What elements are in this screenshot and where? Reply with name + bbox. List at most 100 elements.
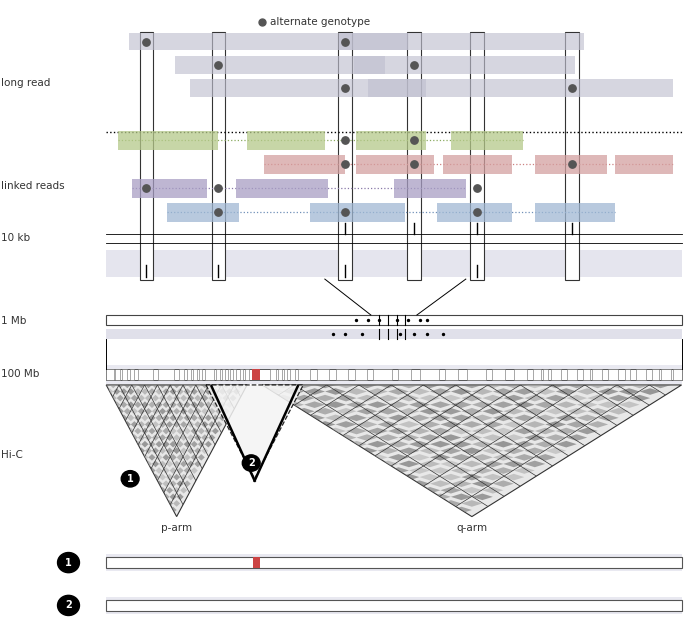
Polygon shape [399, 421, 419, 428]
Polygon shape [229, 382, 236, 388]
Polygon shape [545, 408, 566, 415]
Polygon shape [430, 481, 451, 487]
Polygon shape [556, 415, 577, 421]
Polygon shape [201, 395, 208, 401]
Polygon shape [514, 467, 535, 474]
Polygon shape [180, 447, 187, 454]
Polygon shape [177, 493, 184, 500]
Polygon shape [409, 428, 430, 434]
Polygon shape [187, 382, 195, 388]
Polygon shape [514, 441, 535, 447]
Point [374, 315, 385, 325]
Polygon shape [170, 493, 177, 500]
Point [408, 135, 419, 146]
Polygon shape [535, 428, 556, 434]
Point [141, 183, 152, 193]
Polygon shape [180, 408, 187, 415]
Polygon shape [524, 395, 545, 401]
Polygon shape [440, 461, 462, 467]
Polygon shape [545, 382, 566, 388]
Polygon shape [514, 388, 535, 395]
Polygon shape [273, 382, 294, 388]
Polygon shape [545, 395, 566, 401]
Polygon shape [152, 382, 159, 388]
Bar [129, 369, 134, 380]
Bar [115, 369, 120, 380]
Polygon shape [177, 401, 184, 408]
Polygon shape [138, 434, 145, 441]
Polygon shape [127, 388, 134, 395]
Polygon shape [294, 382, 314, 388]
Polygon shape [409, 388, 430, 395]
Polygon shape [356, 395, 377, 401]
Polygon shape [462, 421, 482, 428]
Text: 100 Mb: 100 Mb [1, 369, 40, 379]
Polygon shape [145, 461, 152, 467]
Polygon shape [141, 415, 149, 421]
Polygon shape [493, 415, 514, 421]
Bar [608, 369, 619, 380]
Polygon shape [577, 388, 598, 395]
Point [566, 159, 577, 169]
Polygon shape [162, 467, 170, 474]
Bar [187, 369, 190, 380]
Polygon shape [608, 395, 629, 401]
Bar [158, 369, 174, 380]
Polygon shape [219, 401, 226, 408]
Text: 1 Mb: 1 Mb [1, 316, 27, 326]
Polygon shape [535, 454, 556, 461]
Polygon shape [440, 421, 462, 428]
Text: q-arm: q-arm [456, 523, 488, 533]
Polygon shape [184, 441, 190, 447]
Polygon shape [155, 454, 162, 461]
Polygon shape [124, 382, 131, 388]
Polygon shape [598, 401, 619, 408]
Polygon shape [409, 415, 430, 421]
Text: Hi-C: Hi-C [1, 450, 23, 461]
Bar [278, 369, 282, 380]
Point [362, 315, 373, 325]
Polygon shape [399, 382, 419, 388]
Polygon shape [462, 408, 482, 415]
Polygon shape [166, 487, 173, 493]
Polygon shape [283, 401, 304, 408]
Polygon shape [226, 388, 233, 395]
Bar [368, 79, 673, 97]
Bar [373, 369, 392, 380]
Polygon shape [462, 474, 482, 481]
Polygon shape [451, 454, 472, 461]
Polygon shape [451, 481, 472, 487]
Bar [166, 203, 238, 222]
Polygon shape [127, 428, 134, 434]
Polygon shape [215, 408, 223, 415]
Polygon shape [166, 421, 173, 428]
Point [256, 17, 267, 27]
Polygon shape [472, 428, 493, 434]
Polygon shape [201, 382, 208, 388]
Polygon shape [184, 454, 190, 461]
Text: alternate genotype: alternate genotype [270, 17, 371, 27]
Polygon shape [451, 467, 472, 474]
Polygon shape [419, 474, 440, 481]
Bar [252, 369, 260, 380]
Point [213, 207, 224, 217]
Point [437, 329, 448, 339]
Bar [123, 369, 127, 380]
Point [340, 135, 351, 146]
Polygon shape [131, 408, 138, 415]
Polygon shape [170, 401, 177, 408]
Polygon shape [377, 461, 399, 467]
Polygon shape [482, 434, 503, 441]
Bar [106, 329, 682, 339]
Polygon shape [206, 385, 303, 479]
Text: 1: 1 [65, 558, 72, 568]
Polygon shape [462, 461, 482, 467]
Polygon shape [166, 474, 173, 481]
Polygon shape [166, 447, 173, 454]
Polygon shape [399, 461, 419, 467]
Polygon shape [503, 447, 524, 454]
Polygon shape [346, 415, 367, 421]
Polygon shape [462, 500, 482, 507]
Point [340, 329, 351, 339]
Polygon shape [545, 447, 566, 454]
